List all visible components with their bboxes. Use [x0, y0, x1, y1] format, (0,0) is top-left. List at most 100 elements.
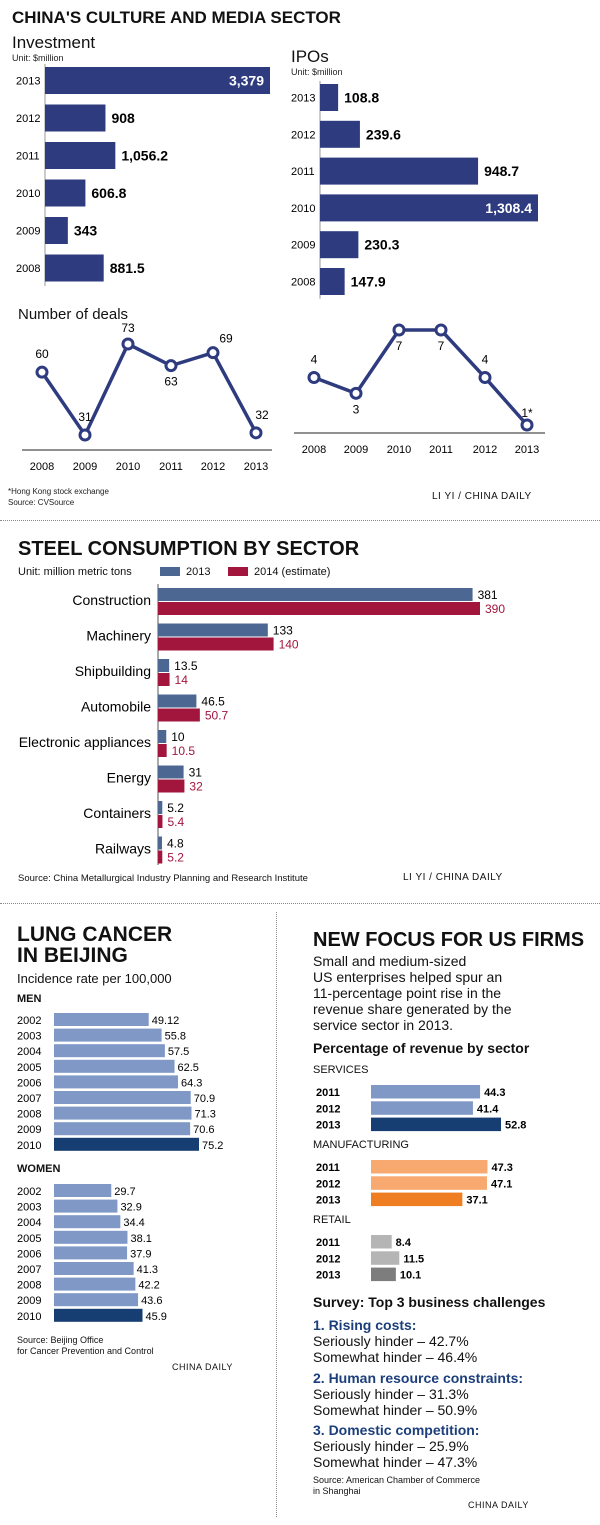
lung-bar	[54, 1184, 112, 1197]
challenge-line: Seriously hinder – 31.3%	[313, 1386, 469, 1402]
steel-bar-2014	[158, 602, 480, 615]
steel-source: Source: China Metallurgical Industry Pla…	[18, 873, 308, 884]
steel-category-label: Shipbuilding	[75, 663, 151, 679]
investment-chart: 2013 3,379 2012 908 2011 1,056.2 2010 606.8 2009…	[16, 64, 270, 286]
us-year-label: 2011	[316, 1237, 340, 1249]
lung-bar	[54, 1013, 149, 1026]
lung-source-1: Source: Beijing Office	[17, 1335, 104, 1345]
men-label: MEN	[17, 993, 42, 1005]
us-firms-intro: Small and medium-sized US enterprises he…	[313, 953, 593, 1033]
us-bar	[371, 1176, 487, 1190]
challenge-1: 1. Rising costs: Seriously hinder – 42.7…	[313, 1317, 477, 1365]
intro-line: Small and medium-sized	[313, 953, 467, 969]
lung-year-label: 2002	[17, 1186, 41, 1198]
lung-year-label: 2004	[17, 1046, 41, 1058]
intro-line: service sector in 2013.	[313, 1017, 454, 1033]
investment-value-label: 3,379	[229, 73, 264, 89]
deals-year-label: 2009	[73, 461, 97, 473]
deals-label: Number of deals	[18, 306, 129, 323]
lung-value-label: 57.5	[168, 1046, 189, 1058]
ipo-value-label: 230.3	[364, 237, 399, 253]
us-bar	[371, 1101, 473, 1115]
services-label: SERVICES	[313, 1064, 369, 1076]
steel-value-2014: 10.5	[172, 744, 196, 758]
challenge-line: Somewhat hinder – 46.4%	[313, 1349, 478, 1365]
steel-bar-2013	[158, 623, 268, 637]
ipo-year-label: 2013	[291, 93, 315, 105]
steel-bar-2014	[158, 779, 185, 793]
steel-value-2014: 5.2	[167, 851, 184, 865]
steel-value-2013: 4.8	[167, 837, 184, 851]
lung-year-label: 2006	[17, 1077, 41, 1089]
investment-value-label: 1,056.2	[121, 148, 168, 164]
investment-bar	[45, 142, 116, 169]
steel-value-2014: 140	[279, 638, 299, 652]
investment-value-label: 908	[111, 110, 135, 126]
steel-bar-2014	[158, 673, 170, 686]
lung-year-label: 2010	[17, 1311, 41, 1323]
lung-year-label: 2007	[17, 1264, 41, 1276]
lung-year-label: 2005	[17, 1233, 41, 1245]
deals-point	[478, 371, 492, 384]
challenge-2: 2. Human resource constraints: Seriously…	[313, 1370, 523, 1418]
steel-bar-2013	[158, 765, 184, 779]
steel-value-2014: 5.4	[167, 815, 184, 829]
us-firms-title: NEW FOCUS FOR US FIRMS	[313, 929, 585, 951]
deals-line	[313, 328, 529, 427]
lung-year-label: 2007	[17, 1093, 41, 1105]
lung-title-2: IN BEIJING	[17, 944, 128, 967]
lung-value-label: 32.9	[120, 1202, 141, 1214]
steel-bar-2013	[158, 659, 170, 672]
steel-category-label: Electronic appliances	[19, 734, 151, 750]
us-year-label: 2013	[316, 1195, 340, 1207]
lung-year-label: 2003	[17, 1202, 41, 1214]
deals-year-label: 2010	[387, 444, 411, 456]
deals-point	[164, 359, 178, 373]
us-source-1: Source: American Chamber of Commerce	[313, 1475, 481, 1485]
ipo-year-label: 2011	[291, 166, 315, 178]
ipo-value-label: 239.6	[366, 126, 401, 142]
lung-bar	[54, 1262, 134, 1275]
divider-vertical	[276, 912, 277, 1517]
deals-value-label: 7	[396, 339, 403, 353]
deals-value-label: 60	[35, 347, 49, 361]
investment-bar	[45, 67, 270, 94]
steel-bar-2013	[158, 730, 167, 743]
divider-1	[0, 520, 600, 521]
lung-value-label: 75.2	[202, 1140, 223, 1152]
lung-year-label: 2008	[17, 1280, 41, 1292]
steel-value-2013: 133	[273, 624, 293, 638]
challenge-line: Seriously hinder – 25.9%	[313, 1438, 469, 1454]
lung-value-label: 29.7	[114, 1186, 135, 1198]
steel-value-2013: 10	[171, 730, 185, 744]
divider-2	[0, 903, 600, 904]
steel-bar-2013	[158, 801, 163, 814]
deals-year-label: 2013	[244, 461, 268, 473]
ipo-value-label: 1,308.4	[485, 200, 532, 216]
steel-bar-2014	[158, 637, 274, 651]
steel-value-2014: 32	[189, 780, 203, 794]
us-bar	[371, 1235, 392, 1249]
challenge-line: Somewhat hinder – 50.9%	[313, 1402, 478, 1418]
lung-value-label: 70.6	[193, 1124, 214, 1136]
ipo-deals-chart: 4 2008 3 2009 7 2010 7 2011 4 2012 1* 2013	[294, 323, 545, 456]
deals-point	[206, 346, 220, 360]
ipo-chart: 2013 108.8 2012 239.6 2011 948.7 2010 1,308.4 20…	[291, 81, 538, 299]
culture-charts: 2013 3,379 2012 908 2011 1,056.2 2010 606.8 2009…	[16, 64, 545, 473]
challenge-line: Somewhat hinder – 47.3%	[313, 1454, 478, 1470]
lung-source-2: for Cancer Prevention and Control	[17, 1346, 154, 1356]
us-year-label: 2013	[316, 1270, 340, 1282]
lung-bar	[54, 1106, 192, 1120]
manufacturing-label: MANUFACTURING	[313, 1139, 409, 1151]
steel-bar-2014	[158, 815, 163, 828]
deals-year-label: 2012	[473, 444, 497, 456]
steel-bar-2014	[158, 708, 200, 722]
deals-value-label: 7	[438, 339, 445, 353]
us-year-label: 2012	[316, 1178, 340, 1190]
deals-year-label: 2008	[30, 461, 54, 473]
investment-value-label: 606.8	[91, 185, 126, 201]
ipo-value-label: 948.7	[484, 163, 519, 179]
lung-year-label: 2003	[17, 1031, 41, 1043]
lung-bar	[54, 1059, 175, 1073]
